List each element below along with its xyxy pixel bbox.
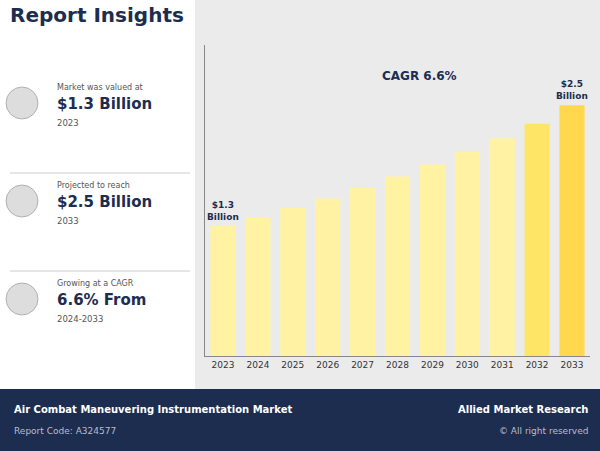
svg-text:2024-2033: 2024-2033 [57, 314, 103, 324]
svg-text:2032: 2032 [526, 360, 549, 370]
svg-text:2033: 2033 [561, 360, 584, 370]
svg-text:$1.3 Billion: $1.3 Billion [57, 95, 152, 113]
svg-text:$2.5Billion: $2.5Billion [556, 79, 588, 101]
svg-text:Growing at a CAGR: Growing at a CAGR [57, 279, 134, 288]
svg-text:Air Combat Maneuvering Instrum: Air Combat Maneuvering Instrumentation M… [14, 404, 292, 415]
svg-text:6.6% From: 6.6% From [57, 291, 146, 309]
svg-text:Report Insights: Report Insights [10, 3, 184, 27]
svg-text:CAGR 6.6%: CAGR 6.6% [382, 69, 457, 83]
svg-text:2026: 2026 [316, 360, 339, 370]
svg-text:Market was valued at: Market was valued at [57, 83, 143, 92]
svg-text:Allied Market Research: Allied Market Research [458, 404, 588, 415]
svg-text:Projected to reach: Projected to reach [57, 181, 130, 190]
svg-text:2024: 2024 [246, 360, 269, 370]
svg-text:2029: 2029 [421, 360, 444, 370]
svg-text:2033: 2033 [57, 216, 79, 226]
svg-text:2025: 2025 [281, 360, 304, 370]
svg-text:2028: 2028 [386, 360, 409, 370]
svg-text:Report Code: A324577: Report Code: A324577 [14, 426, 116, 436]
svg-text:2030: 2030 [456, 360, 479, 370]
svg-text:2027: 2027 [351, 360, 374, 370]
svg-text:© All right reserved: © All right reserved [499, 426, 588, 436]
svg-text:2023: 2023 [57, 118, 79, 128]
svg-text:$1.3Billion: $1.3Billion [207, 200, 239, 222]
svg-text:$2.5 Billion: $2.5 Billion [57, 193, 152, 211]
svg-text:2023: 2023 [212, 360, 235, 370]
svg-text:2031: 2031 [491, 360, 514, 370]
